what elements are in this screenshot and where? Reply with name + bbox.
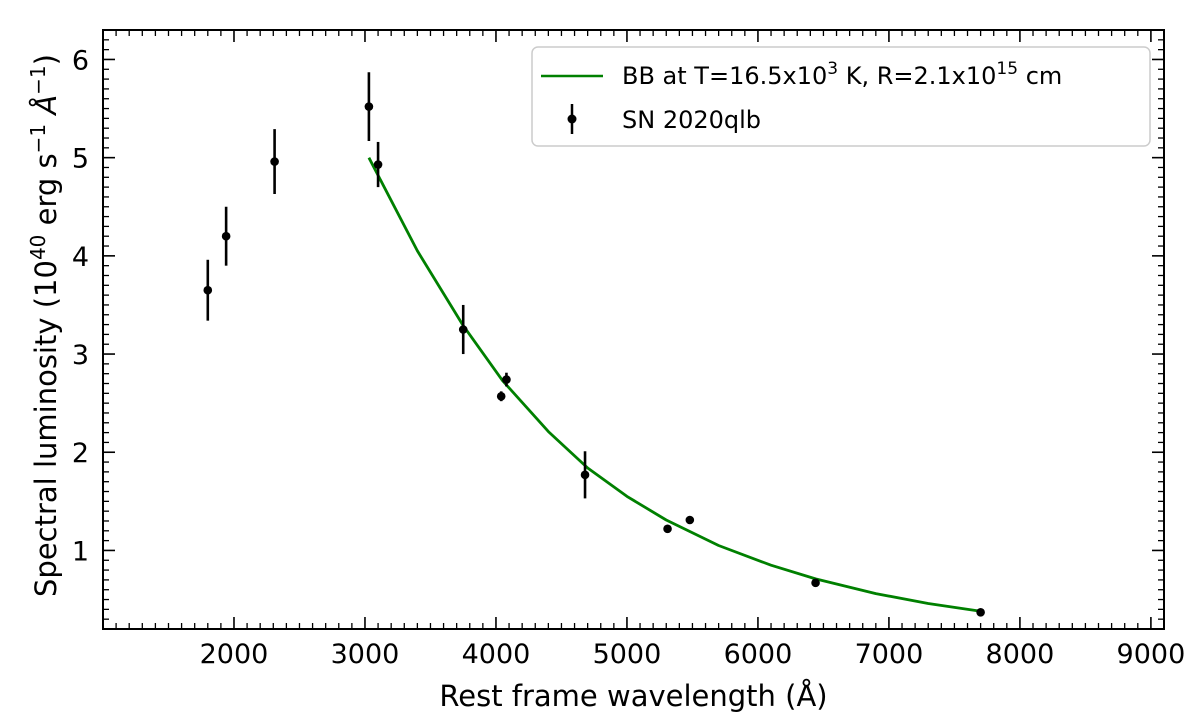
y-axis-label-unit: erg s xyxy=(29,153,63,234)
y-axis-label-angstrom: Å xyxy=(29,95,63,124)
x-tick-label: 2000 xyxy=(200,639,269,670)
x-axis-label: Rest frame wavelength (Å) xyxy=(439,679,827,713)
data-marker xyxy=(203,285,213,295)
y-axis-label-exponent: 40 xyxy=(26,235,50,260)
y-tick-label: 3 xyxy=(72,340,89,371)
x-axis-ticks: 2000 3000 4000 5000 6000 7000 8000 9000 xyxy=(115,30,1186,670)
legend-box xyxy=(531,46,1151,147)
data-marker xyxy=(976,608,985,617)
y-axis-label-suffix: ) xyxy=(29,54,63,65)
data-point xyxy=(458,304,468,355)
data-point xyxy=(663,524,672,534)
x-tick-label: 8000 xyxy=(986,639,1055,670)
data-point xyxy=(496,391,506,402)
data-point xyxy=(270,129,279,194)
blackbody-fit-layer xyxy=(367,157,981,613)
y-axis-label-angstrom-exponent: −1 xyxy=(26,65,50,94)
x-tick-label: 4000 xyxy=(462,639,531,670)
x-tick-label: 9000 xyxy=(1117,639,1186,670)
legend-bb-part-c: cm xyxy=(1018,62,1062,90)
data-point xyxy=(221,206,231,266)
legend-point-swatch xyxy=(567,114,577,124)
y-tick-label: 1 xyxy=(72,536,89,567)
data-marker xyxy=(580,470,590,480)
y-tick-label: 6 xyxy=(72,45,89,76)
data-point xyxy=(364,72,374,141)
data-marker xyxy=(502,375,511,384)
plot-frame xyxy=(102,29,1165,630)
y-axis-label: Spectral luminosity (1040 erg s−1 Å−1) xyxy=(26,54,63,597)
legend-entry-bb-fit: BB at T=16.5x103 K, R=2.1x1015 cm xyxy=(622,59,1062,90)
x-tick-label: 3000 xyxy=(331,639,400,670)
data-point xyxy=(502,372,511,387)
y-axis-label-prefix: Spectral luminosity (10 xyxy=(29,260,63,597)
data-marker xyxy=(270,157,279,166)
data-point xyxy=(976,608,985,617)
legend-bb-exp-temp: 3 xyxy=(827,59,838,79)
y-tick-label: 5 xyxy=(72,144,89,175)
data-marker xyxy=(364,102,374,111)
x-tick-label: 5000 xyxy=(593,639,662,670)
legend-bb-part-a: BB at T=16.5x10 xyxy=(622,62,827,90)
y-tick-label: 2 xyxy=(72,438,89,469)
data-point xyxy=(580,451,590,499)
data-point xyxy=(373,141,383,188)
data-marker xyxy=(221,231,231,241)
y-tick-label: 4 xyxy=(72,242,89,273)
blackbody-fit-curve xyxy=(367,157,981,613)
data-point xyxy=(685,515,695,525)
y-axis-label-unit-exponent: −1 xyxy=(26,124,50,153)
legend-entry-sn2020qlb: SN 2020qlb xyxy=(622,106,761,134)
data-points-layer xyxy=(203,72,985,617)
data-point xyxy=(203,259,213,321)
data-marker xyxy=(811,578,820,588)
x-tick-label: 7000 xyxy=(855,639,924,670)
data-marker xyxy=(373,160,383,169)
x-tick-label: 6000 xyxy=(724,639,793,670)
data-marker xyxy=(496,391,506,401)
legend-bb-exp-radius: 15 xyxy=(996,59,1018,79)
legend-bb-part-b: K, R=2.1x10 xyxy=(838,62,996,90)
data-marker xyxy=(458,325,468,334)
data-point xyxy=(811,578,820,588)
data-marker xyxy=(685,515,695,525)
data-marker xyxy=(663,524,672,534)
legend: BB at T=16.5x103 K, R=2.1x1015 cm SN 202… xyxy=(531,46,1151,147)
